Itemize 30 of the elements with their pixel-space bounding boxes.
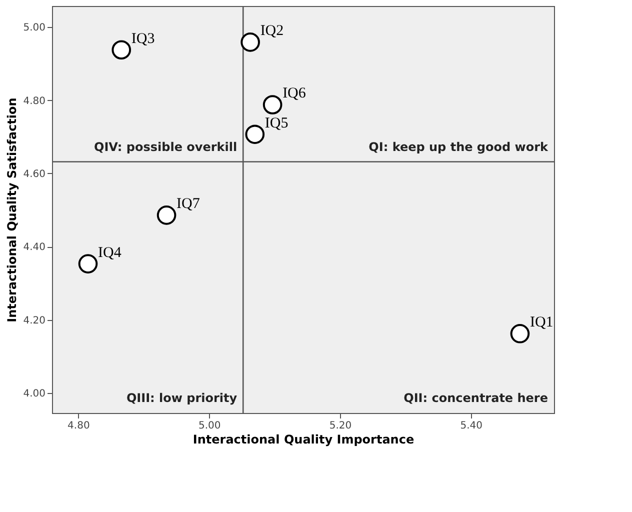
y-tick-label: 5.00 <box>23 22 46 34</box>
point <box>156 206 176 225</box>
y-tick-label: 4.00 <box>23 388 46 400</box>
y-axis-title: Interactional Quality Satisfaction <box>5 98 20 322</box>
annotation: QIII: low priority <box>126 391 238 405</box>
point <box>245 124 265 144</box>
point <box>112 40 132 60</box>
x-tick-label: 5.00 <box>198 420 221 432</box>
point <box>240 32 260 52</box>
y-tick-label: 4.20 <box>23 315 46 326</box>
point <box>262 95 282 114</box>
annotation: QIV: possible overkill <box>94 140 238 154</box>
point <box>78 254 98 274</box>
point <box>510 324 530 344</box>
y-tick-label: 4.60 <box>23 168 46 180</box>
annotation: IQ6 <box>282 86 306 102</box>
x-tick-label: 4.80 <box>68 420 90 432</box>
annotation: QII: concentrate here <box>404 391 548 405</box>
y-tick-label: 4.80 <box>23 96 46 107</box>
annotation: IQ2 <box>260 23 284 40</box>
annotation: IQ4 <box>98 244 122 261</box>
annotation: IQ1 <box>530 314 554 331</box>
x-axis-title: Interactional Quality Importance <box>192 432 414 446</box>
annotation: IQ7 <box>176 196 200 212</box>
annotation: QI: keep up the good work <box>368 140 550 154</box>
y-tick-label: 4.40 <box>23 242 46 254</box>
x-tick-label: 5.40 <box>460 420 483 432</box>
x-tick-label: 5.20 <box>329 420 352 432</box>
annotation: IQ3 <box>131 30 155 47</box>
annotation: IQ5 <box>264 115 288 132</box>
